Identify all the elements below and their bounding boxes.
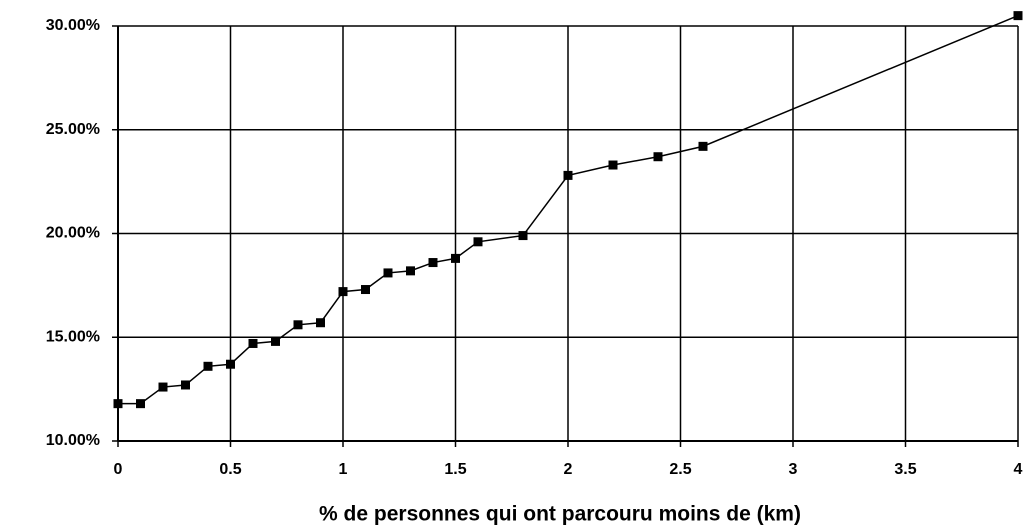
data-point [428,258,438,268]
data-point [406,266,415,276]
data-point [338,287,348,297]
x-tick-label: 0 [114,461,123,478]
x-tick-label: 3 [789,461,798,478]
data-point [383,268,393,278]
x-tick-label: 1 [339,461,348,478]
data-point [158,382,168,392]
x-tick-label: 4 [1014,461,1023,478]
data-point [698,141,708,151]
x-tick-label: 0.5 [219,461,241,478]
data-point [271,336,280,346]
y-tick-label: 15.00% [46,328,100,345]
data-point [113,399,123,409]
x-tick-label: 1.5 [444,461,466,478]
data-point [361,285,370,295]
x-tick-label: 2.5 [669,461,691,478]
data-point [136,399,145,409]
data-point [293,320,303,330]
x-tick-label: 3.5 [894,461,916,478]
data-point [473,237,483,247]
data-point [563,170,573,180]
data-point [518,231,528,241]
x-tick-label: 2 [564,461,573,478]
data-point [181,380,190,390]
y-tick-label: 20.00% [46,225,100,242]
data-point [608,160,618,170]
data-point [203,361,213,371]
y-tick-label: 25.00% [46,121,100,138]
data-point [1013,11,1023,21]
data-point [653,152,663,162]
data-point [451,253,460,263]
y-tick-label: 10.00% [46,432,100,449]
data-point [248,338,258,348]
data-point [316,318,325,328]
x-axis-title: % de personnes qui ont parcouru moins de… [319,503,801,526]
y-tick-label: 30.00% [46,17,100,34]
data-point [226,359,235,369]
